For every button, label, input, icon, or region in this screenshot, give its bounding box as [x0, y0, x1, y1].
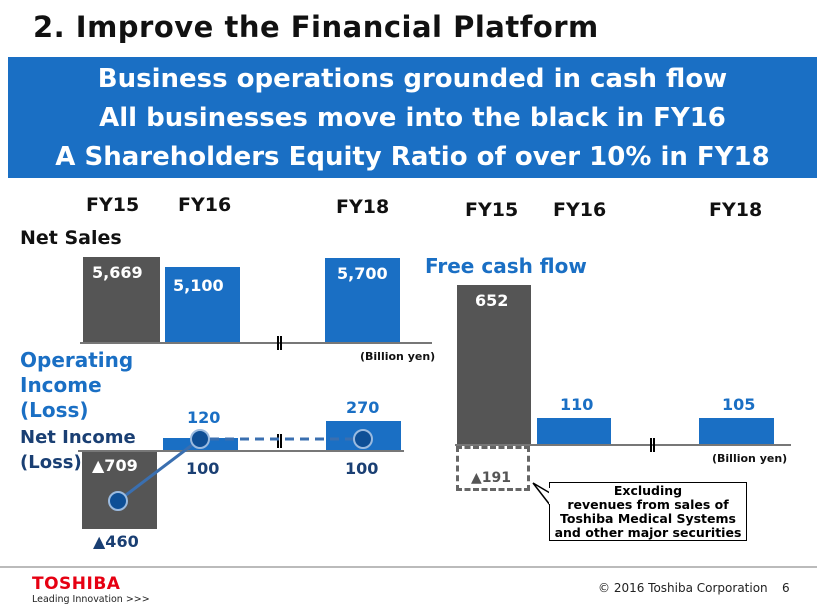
net-income-point	[108, 491, 128, 511]
callout-note: Excluding revenues from sales of Toshiba…	[549, 482, 747, 541]
label-line: Operating	[20, 348, 134, 372]
copyright: © 2016 Toshiba Corporation	[598, 581, 768, 595]
fcf-value: 105	[722, 395, 756, 414]
unit-label: (Billion yen)	[712, 452, 788, 465]
unit-label: (Billion yen)	[360, 350, 436, 363]
headline-banner: Business operations grounded in cash flo…	[8, 57, 817, 178]
year-label: FY16	[553, 199, 607, 221]
operating-income-baseline	[78, 450, 404, 452]
net-sales-bar-fy16	[165, 267, 240, 343]
footer-divider	[0, 566, 817, 568]
net-sales-value: 5,100	[173, 276, 224, 295]
label-line: Net Income	[20, 427, 136, 448]
free-cash-flow-label: Free cash flow	[425, 254, 587, 278]
axis-break-icon	[277, 336, 282, 350]
excluded-fcf-box	[456, 446, 530, 491]
year-label: FY18	[709, 199, 763, 221]
operating-income-bar-fy15	[82, 451, 157, 529]
banner-line: A Shareholders Equity Ratio of over 10% …	[55, 142, 770, 172]
net-income-value: ▲460	[93, 532, 139, 551]
net-income-point	[353, 429, 373, 449]
axis-break-icon	[650, 438, 655, 452]
year-label: FY15	[465, 199, 519, 221]
year-label: FY18	[336, 196, 390, 218]
page-number: 6	[782, 581, 790, 595]
fcf-bar-fy18	[699, 418, 774, 445]
fcf-bar-fy15	[457, 285, 531, 445]
callout-line: revenues from sales of	[567, 497, 729, 512]
operating-income-value: ▲709	[92, 456, 138, 475]
operating-income-value: 270	[346, 398, 380, 417]
banner-line: All businesses move into the black in FY…	[99, 103, 726, 133]
tagline: Leading Innovation >>>	[32, 594, 150, 605]
net-sales-baseline	[80, 342, 432, 344]
net-sales-value: 5,700	[337, 264, 388, 283]
net-income-value: 100	[345, 459, 379, 478]
net-income-label: Net Income (Loss)	[20, 425, 136, 475]
operating-income-label: Operating Income (Loss)	[20, 348, 133, 423]
excluded-fcf-value: ▲191	[471, 470, 511, 486]
fcf-value: 652	[475, 291, 509, 310]
net-income-value: 100	[186, 459, 220, 478]
fcf-bar-fy16	[537, 418, 611, 445]
net-income-point	[190, 429, 210, 449]
net-sales-bar-fy15	[83, 257, 160, 343]
callout-line: Excluding	[613, 483, 683, 498]
label-line: Income	[20, 373, 102, 397]
fcf-value: 110	[560, 395, 594, 414]
fcf-baseline	[455, 444, 791, 446]
callout-line: and other major securities	[554, 525, 742, 540]
operating-income-value: 120	[187, 408, 221, 427]
page-title: 2. Improve the Financial Platform	[33, 10, 599, 44]
year-label: FY15	[86, 194, 140, 216]
callout-line: Toshiba Medical Systems	[560, 511, 736, 526]
net-sales-label: Net Sales	[20, 227, 122, 249]
axis-break-icon	[277, 434, 282, 448]
year-label: FY16	[178, 194, 232, 216]
label-line: (Loss)	[20, 452, 82, 473]
net-sales-bar-fy18	[325, 258, 400, 343]
banner-line: Business operations grounded in cash flo…	[97, 64, 728, 94]
toshiba-logo: TOSHIBA	[32, 574, 121, 594]
label-line: (Loss)	[20, 398, 89, 422]
net-sales-value: 5,669	[92, 263, 143, 282]
